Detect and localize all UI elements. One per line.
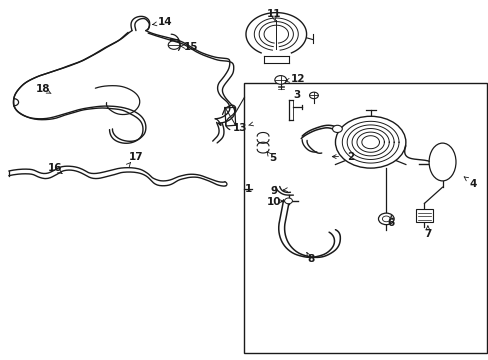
Text: 11: 11 — [266, 9, 281, 19]
Text: 6: 6 — [387, 218, 394, 228]
Circle shape — [274, 76, 286, 84]
Text: 5: 5 — [268, 153, 275, 163]
Text: 2: 2 — [347, 152, 354, 162]
Text: 15: 15 — [183, 42, 198, 52]
Text: 17: 17 — [128, 152, 143, 162]
Circle shape — [335, 116, 405, 168]
Circle shape — [382, 216, 389, 222]
Bar — [244, 83, 486, 353]
Text: 1: 1 — [244, 184, 251, 194]
Text: 9: 9 — [270, 186, 277, 196]
Circle shape — [332, 125, 342, 132]
Text: 7: 7 — [423, 229, 431, 239]
Text: 13: 13 — [232, 123, 246, 133]
Ellipse shape — [428, 143, 455, 181]
Circle shape — [284, 198, 292, 204]
Circle shape — [309, 92, 318, 99]
Text: 12: 12 — [290, 74, 305, 84]
Text: 18: 18 — [36, 84, 50, 94]
Circle shape — [378, 213, 393, 225]
Bar — [415, 209, 432, 222]
Circle shape — [168, 41, 180, 49]
Text: 10: 10 — [266, 197, 281, 207]
Text: 16: 16 — [47, 163, 62, 174]
Text: 8: 8 — [306, 254, 313, 264]
Text: 14: 14 — [158, 17, 172, 27]
Text: 4: 4 — [468, 179, 476, 189]
Text: 3: 3 — [293, 90, 300, 100]
